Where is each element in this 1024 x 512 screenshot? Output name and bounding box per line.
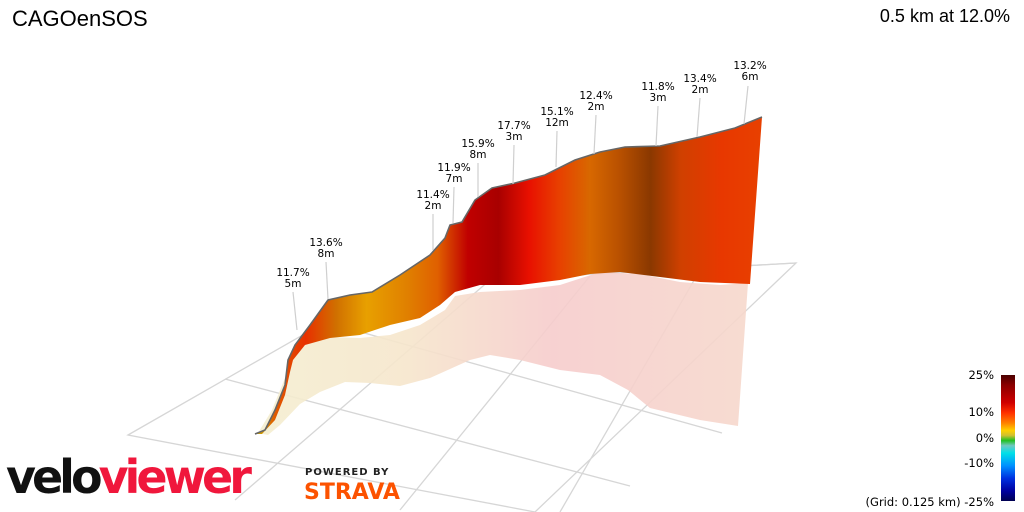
callout-length: 2m [691, 84, 709, 96]
callout-grade: 17.7% [497, 120, 531, 132]
strava-logo[interactable]: STRAVA [304, 480, 400, 505]
legend-label-10: 10% [968, 405, 994, 419]
grade-color-scale [1001, 375, 1015, 501]
legend-label-0: 0% [975, 431, 994, 445]
callout-grade: 11.9% [437, 162, 471, 174]
callout-2: 13.6% 8m [309, 238, 342, 260]
callout-grade: 12.4% [579, 90, 613, 102]
legend-label-minus10: -10% [964, 456, 994, 470]
callout-4: 11.9% 7m [437, 163, 470, 185]
callout-grade: 11.7% [276, 267, 310, 279]
logo-viewer: viewer [98, 450, 252, 504]
callout-length: 3m [649, 92, 667, 104]
callout-length: 8m [317, 248, 335, 260]
legend-label-minus25-grid: (Grid: 0.125 km) -25% [865, 495, 994, 509]
callout-length: 8m [469, 149, 487, 161]
route-title: CAGOenSOS [12, 6, 148, 31]
callout-grade: 11.4% [416, 189, 450, 201]
callout-grade: 15.1% [540, 106, 574, 118]
callout-grade: 15.9% [461, 138, 495, 150]
callout-grade: 13.4% [683, 73, 717, 85]
callout-5: 15.9% 8m [461, 139, 494, 161]
callout-length: 2m [587, 101, 605, 113]
callout-length: 12m [545, 117, 569, 129]
callout-length: 7m [445, 173, 463, 185]
callout-grade: 13.6% [309, 237, 343, 249]
callout-length: 5m [284, 278, 302, 290]
callout-11: 13.2% 6m [733, 61, 766, 83]
route-summary: 0.5 km at 12.0% [879, 6, 1010, 26]
powered-by-label: POWERED BY [305, 467, 390, 478]
callout-8: 12.4% 2m [579, 91, 612, 113]
callout-leaders [292, 85, 749, 331]
profile-wall [255, 117, 762, 434]
callout-length: 6m [741, 71, 759, 83]
callout-1: 11.7% 5m [276, 268, 309, 290]
profile-ridge-line [254, 116, 763, 435]
callout-length: 3m [505, 131, 523, 143]
logo-velo: velo [6, 450, 103, 504]
veloviewer-logo[interactable]: veloviewer [6, 450, 252, 504]
callout-grade: 11.8% [641, 81, 675, 93]
legend-label-25: 25% [968, 368, 994, 382]
callout-10: 13.4% 2m [683, 74, 716, 96]
callout-6: 17.7% 3m [497, 121, 530, 143]
profile-shadow [258, 272, 748, 435]
callout-9: 11.8% 3m [641, 82, 674, 104]
callout-7: 15.1% 12m [540, 107, 573, 129]
callout-length: 2m [424, 200, 442, 212]
callout-3: 11.4% 2m [416, 190, 449, 212]
callout-grade: 13.2% [733, 60, 767, 72]
